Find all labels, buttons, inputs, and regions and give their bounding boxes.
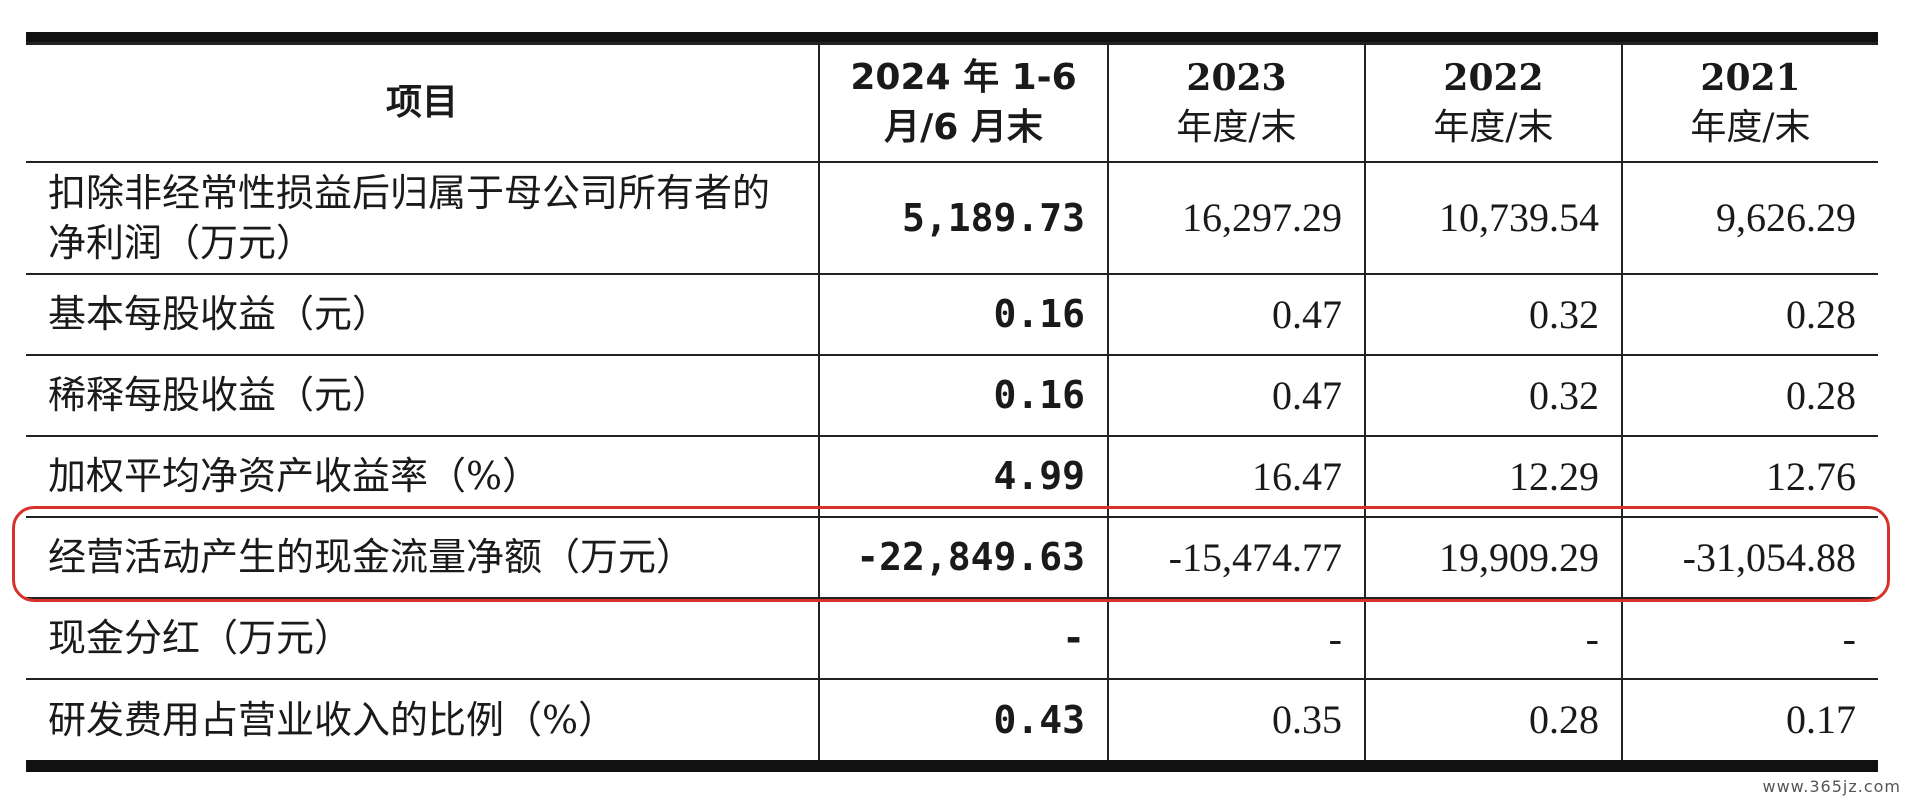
row-label: 研发费用占营业收入的比例（%） [48, 697, 617, 742]
cell-2024-h1: 0.16 [818, 354, 1108, 437]
cell-2023: - [1107, 597, 1365, 680]
financial-indicators-table: 项目 2024 年 1-6 月/6 月末 2023 年度/末 2022 年度/末… [26, 42, 1878, 760]
header-2024-h1: 2024 年 1-6 月/6 月末 [818, 42, 1108, 163]
table-row: 加权平均净资产收益率（%） 4.99 16.47 12.29 12.76 [26, 435, 1878, 518]
row-label: 扣除非经常性损益后归属于母公司所有者的净利润（万元） [26, 161, 819, 275]
cell-2022: 0.28 [1364, 678, 1622, 760]
header-2023: 2023 年度/末 [1107, 42, 1365, 163]
cell-2021: 12.76 [1621, 435, 1878, 518]
table-row: 研发费用占营业收入的比例（%） 0.43 0.35 0.28 0.17 [26, 678, 1878, 760]
cell-2023: -15,474.77 [1107, 516, 1365, 599]
cell-2023: 0.35 [1107, 678, 1365, 760]
cell-2023: 0.47 [1107, 273, 1365, 356]
row-label: 基本每股收益（元） [26, 273, 819, 356]
table-row-highlighted: 经营活动产生的现金流量净额（万元） -22,849.63 -15,474.77 … [26, 516, 1878, 599]
header-row: 项目 2024 年 1-6 月/6 月末 2023 年度/末 2022 年度/末… [26, 42, 1878, 163]
table-row: 扣除非经常性损益后归属于母公司所有者的净利润（万元） 5,189.73 16,2… [26, 161, 1878, 275]
cell-2023: 16.47 [1107, 435, 1365, 518]
row-label: 稀释每股收益（元） [26, 354, 819, 437]
cell-2021: 0.28 [1621, 273, 1878, 356]
cell-2024-h1: 0.16 [818, 273, 1108, 356]
cell-2024-h1: - [818, 597, 1108, 680]
cell-2022: 0.32 [1364, 273, 1622, 356]
top-rule [26, 32, 1878, 42]
table-row: 基本每股收益（元） 0.16 0.47 0.32 0.28 [26, 273, 1878, 356]
cell-2024-h1: 4.99 [818, 435, 1108, 518]
cell-2023: 0.47 [1107, 354, 1365, 437]
cell-2022: 10,739.54 [1364, 161, 1622, 275]
row-label: 经营活动产生的现金流量净额（万元） [26, 516, 819, 599]
row-label: 加权平均净资产收益率（%） [26, 435, 819, 518]
cell-2022: 12.29 [1364, 435, 1622, 518]
cell-2022: - [1364, 597, 1622, 680]
header-2021: 2021 年度/末 [1621, 42, 1878, 163]
cell-2021: - [1621, 597, 1878, 680]
cell-2023: 16,297.29 [1107, 161, 1365, 275]
cell-2021: 0.17 [1621, 678, 1878, 760]
bottom-rule [26, 759, 1878, 772]
cell-2022: 19,909.29 [1364, 516, 1622, 599]
header-item: 项目 [26, 42, 819, 163]
cell-2021: 9,626.29 [1621, 161, 1878, 275]
cell-2022: 0.32 [1364, 354, 1622, 437]
cell-2024-h1: 5,189.73 [818, 161, 1108, 275]
table-row: 现金分红（万元） - - - - [26, 597, 1878, 680]
cell-2021: -31,054.88 [1621, 516, 1878, 599]
header-2022: 2022 年度/末 [1364, 42, 1622, 163]
cell-2024-h1: 0.43 [818, 678, 1108, 760]
watermark: www.365jz.com [1762, 777, 1901, 796]
cell-2021: 0.28 [1621, 354, 1878, 437]
row-label: 现金分红（万元） [26, 597, 819, 680]
financial-table-container: 项目 2024 年 1-6 月/6 月末 2023 年度/末 2022 年度/末… [26, 32, 1878, 772]
table-row: 稀释每股收益（元） 0.16 0.47 0.32 0.28 [26, 354, 1878, 437]
cell-2024-h1: -22,849.63 [818, 516, 1108, 599]
